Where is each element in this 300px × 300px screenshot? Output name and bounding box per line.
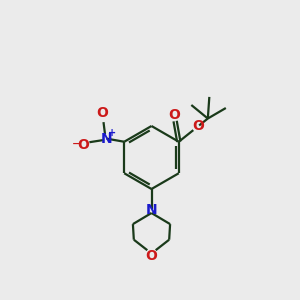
Text: N: N	[101, 132, 112, 145]
Text: N: N	[146, 203, 157, 217]
Text: O: O	[146, 249, 158, 263]
Text: −: −	[72, 139, 82, 149]
Text: O: O	[77, 138, 89, 152]
Text: O: O	[168, 108, 180, 122]
Text: O: O	[96, 106, 108, 120]
Text: O: O	[193, 119, 204, 133]
Text: +: +	[108, 128, 117, 138]
